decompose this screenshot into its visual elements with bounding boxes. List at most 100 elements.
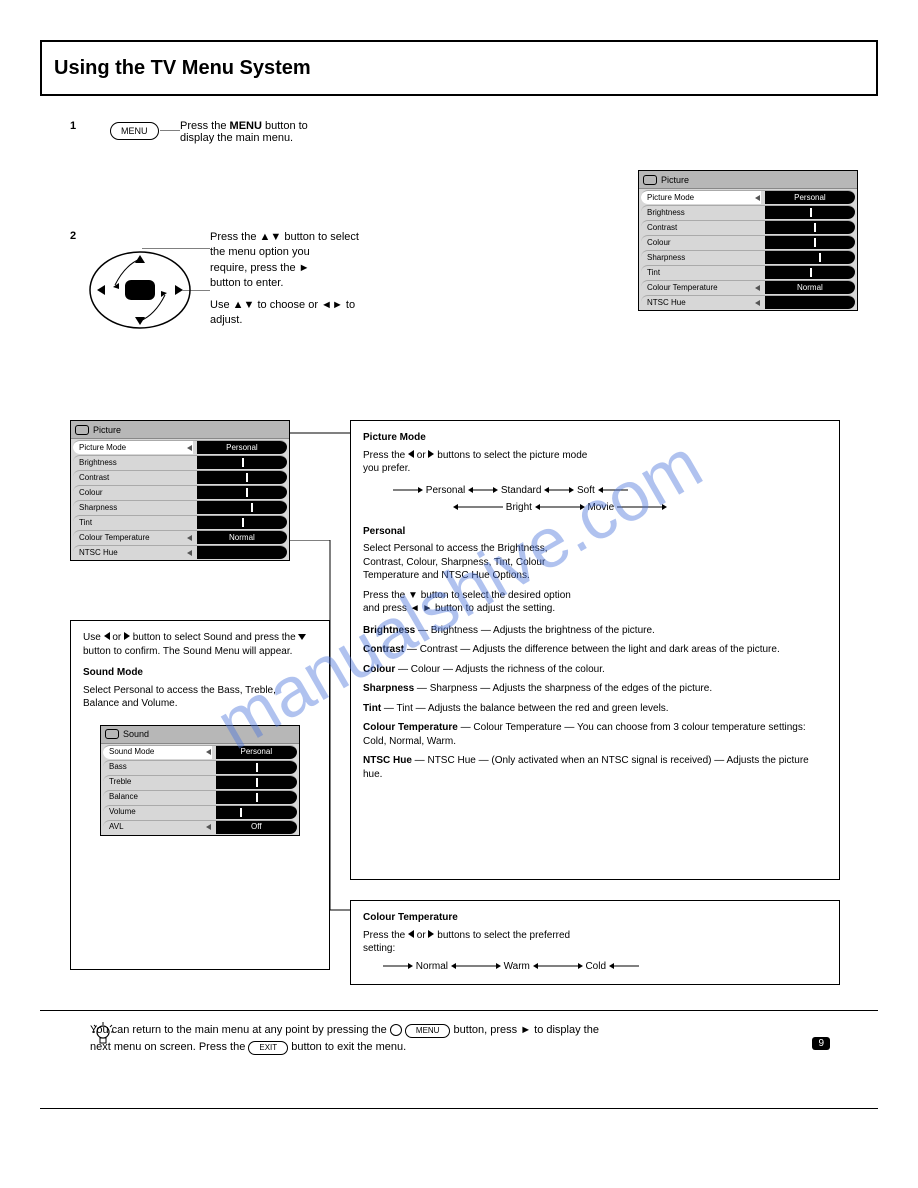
osd-panel-sound: Sound Sound ModePersonalBassTrebleBalanc… bbox=[100, 725, 300, 836]
menu-button-icon: MENU bbox=[110, 122, 159, 140]
pm-ti: Tint — Adjusts the balance between the r… bbox=[397, 703, 669, 714]
cp1b: button to select Sound and press the bbox=[130, 632, 298, 643]
step1-t2: button to bbox=[265, 120, 308, 132]
osd-row: Sharpness bbox=[641, 250, 855, 264]
seq-soft: Soft bbox=[577, 485, 595, 496]
osd-row: Volume bbox=[103, 805, 297, 819]
osd-row: Brightness bbox=[641, 205, 855, 219]
title-text: Using the TV Menu System bbox=[54, 57, 311, 80]
seq-standard: Standard bbox=[501, 485, 542, 496]
osd-row: Treble bbox=[103, 775, 297, 789]
s2l1b: button to select bbox=[281, 231, 359, 243]
pmp3: Temperature and NTSC Hue Options. bbox=[363, 569, 827, 583]
divider-bottom bbox=[40, 1108, 878, 1109]
pm-cl: Colour — Adjusts the richness of the col… bbox=[411, 664, 605, 675]
osd-panel-personal: Picture Picture ModePersonalBrightnessCo… bbox=[70, 420, 290, 561]
osd-row: Tint bbox=[641, 265, 855, 279]
osd-row: Colour TemperatureNormal bbox=[73, 530, 287, 544]
ct2: setting: bbox=[363, 942, 827, 956]
pmp5a: and press bbox=[363, 603, 410, 614]
pm1b: buttons to select the picture mode bbox=[434, 450, 587, 461]
pmp2: Contrast, Colour, Sharpness, Tint, Colou… bbox=[363, 556, 827, 570]
f1d: to display the bbox=[534, 1024, 599, 1036]
osd-row: Bass bbox=[103, 760, 297, 774]
seq-personal: Personal bbox=[426, 485, 465, 496]
ct-hd: Colour Temperature bbox=[363, 911, 827, 925]
step2: 2 Press the ▲▼ button to select the menu… bbox=[70, 230, 390, 242]
pmp5b: button to adjust the setting. bbox=[432, 603, 555, 614]
osd-row: Colour TemperatureNormal bbox=[641, 280, 855, 294]
s2l3a: require, press the bbox=[210, 262, 299, 274]
exit-btn-inline: EXIT bbox=[248, 1041, 288, 1055]
step2-num: 2 bbox=[70, 230, 76, 242]
f2a: next menu on screen. Press the bbox=[90, 1041, 248, 1053]
osd-p-title: Picture bbox=[93, 425, 121, 435]
osd-header: Picture bbox=[639, 171, 857, 189]
ct-c: Cold bbox=[585, 961, 606, 972]
seq-movie: Movie bbox=[587, 502, 614, 513]
s2l4b: to choose or bbox=[254, 299, 318, 311]
cp1a: Use bbox=[83, 632, 104, 643]
osd-row: Colour bbox=[73, 485, 287, 499]
pm-co: Contrast — Adjusts the difference betwee… bbox=[420, 644, 780, 655]
s2l4a: Use bbox=[210, 299, 233, 311]
osd-top-right: Picture Picture ModePersonalBrightnessCo… bbox=[638, 170, 858, 311]
pmp4a: Press the bbox=[363, 590, 408, 601]
osd-row: Picture ModePersonal bbox=[641, 190, 855, 204]
ct-n: Normal bbox=[416, 961, 448, 972]
cps2: Balance and Volume. bbox=[83, 697, 317, 711]
step1: 1 Press the MENU button to display the m… bbox=[70, 120, 370, 132]
osd-s-title: Sound bbox=[123, 728, 149, 740]
step1-num: 1 bbox=[70, 120, 76, 132]
footer-tip: You can return to the main menu at any p… bbox=[90, 1022, 858, 1055]
pm-hu: NTSC Hue — (Only activated when an NTSC … bbox=[363, 755, 809, 780]
osd-row: Contrast bbox=[641, 220, 855, 234]
s2l2: the menu option you bbox=[210, 245, 410, 260]
osd-row: AVLOff bbox=[103, 820, 297, 834]
divider bbox=[40, 1010, 878, 1011]
osd-row: Sharpness bbox=[73, 500, 287, 514]
cps1: Select Personal to access the Bass, Treb… bbox=[83, 684, 317, 698]
ct-w: Warm bbox=[504, 961, 530, 972]
osd-left: Picture Picture ModePersonalBrightnessCo… bbox=[70, 420, 290, 561]
pm-br: Brightness — Adjusts the brightness of t… bbox=[431, 625, 655, 636]
pm-pers-hd: Personal bbox=[363, 525, 827, 539]
ct1a: Press the bbox=[363, 930, 408, 941]
step1-t1: Press the bbox=[180, 120, 230, 132]
pm1a: Press the bbox=[363, 450, 408, 461]
pm2: you prefer. bbox=[363, 462, 827, 476]
callout-ctemp: Colour Temperature Press the or buttons … bbox=[350, 900, 840, 985]
f1c: button, press bbox=[454, 1024, 521, 1036]
pmp1: Select Personal to access the Brightness… bbox=[363, 542, 827, 556]
osd-title: Picture bbox=[661, 175, 689, 185]
s2l1a: Press the bbox=[210, 231, 260, 243]
osd-row: NTSC Hue bbox=[641, 295, 855, 309]
step1-t3: display the main menu. bbox=[180, 132, 293, 144]
osd-row: Sound ModePersonal bbox=[103, 745, 297, 759]
osd-row: Contrast bbox=[73, 470, 287, 484]
pm-sh: Sharpness — Adjusts the sharpness of the… bbox=[430, 683, 712, 694]
menu-btn-inline: MENU bbox=[405, 1024, 451, 1038]
callout-picture-mode: Picture Mode Press the or buttons to sel… bbox=[350, 420, 840, 880]
s2l4c: to bbox=[343, 299, 355, 311]
osd-row: Tint bbox=[73, 515, 287, 529]
page-number: 9 bbox=[812, 1037, 830, 1050]
pm-hd: Picture Mode bbox=[363, 431, 827, 445]
osd-panel-main: Picture Picture ModePersonalBrightnessCo… bbox=[638, 170, 858, 311]
f1a: You can return to the main menu at any p… bbox=[90, 1024, 390, 1036]
cps-hd: Sound Mode bbox=[83, 666, 317, 680]
osd-row: Balance bbox=[103, 790, 297, 804]
s2l5: adjust. bbox=[210, 313, 410, 328]
page-title: Using the TV Menu System bbox=[40, 40, 878, 96]
s2l3b: button to enter. bbox=[210, 276, 410, 291]
pmp4b: button to select the desired option bbox=[418, 590, 571, 601]
ct1b: buttons to select the preferred bbox=[434, 930, 570, 941]
osd-row: Brightness bbox=[73, 455, 287, 469]
osd-row: NTSC Hue bbox=[73, 545, 287, 559]
dpad-icon bbox=[85, 245, 195, 335]
cp2: button to confirm. The Sound Menu will a… bbox=[83, 645, 317, 659]
osd-row: Colour bbox=[641, 235, 855, 249]
page: Using the TV Menu System 1 Press the MEN… bbox=[40, 40, 878, 1128]
f2c: button to exit the menu. bbox=[291, 1041, 406, 1053]
seq-bright: Bright bbox=[506, 502, 532, 513]
